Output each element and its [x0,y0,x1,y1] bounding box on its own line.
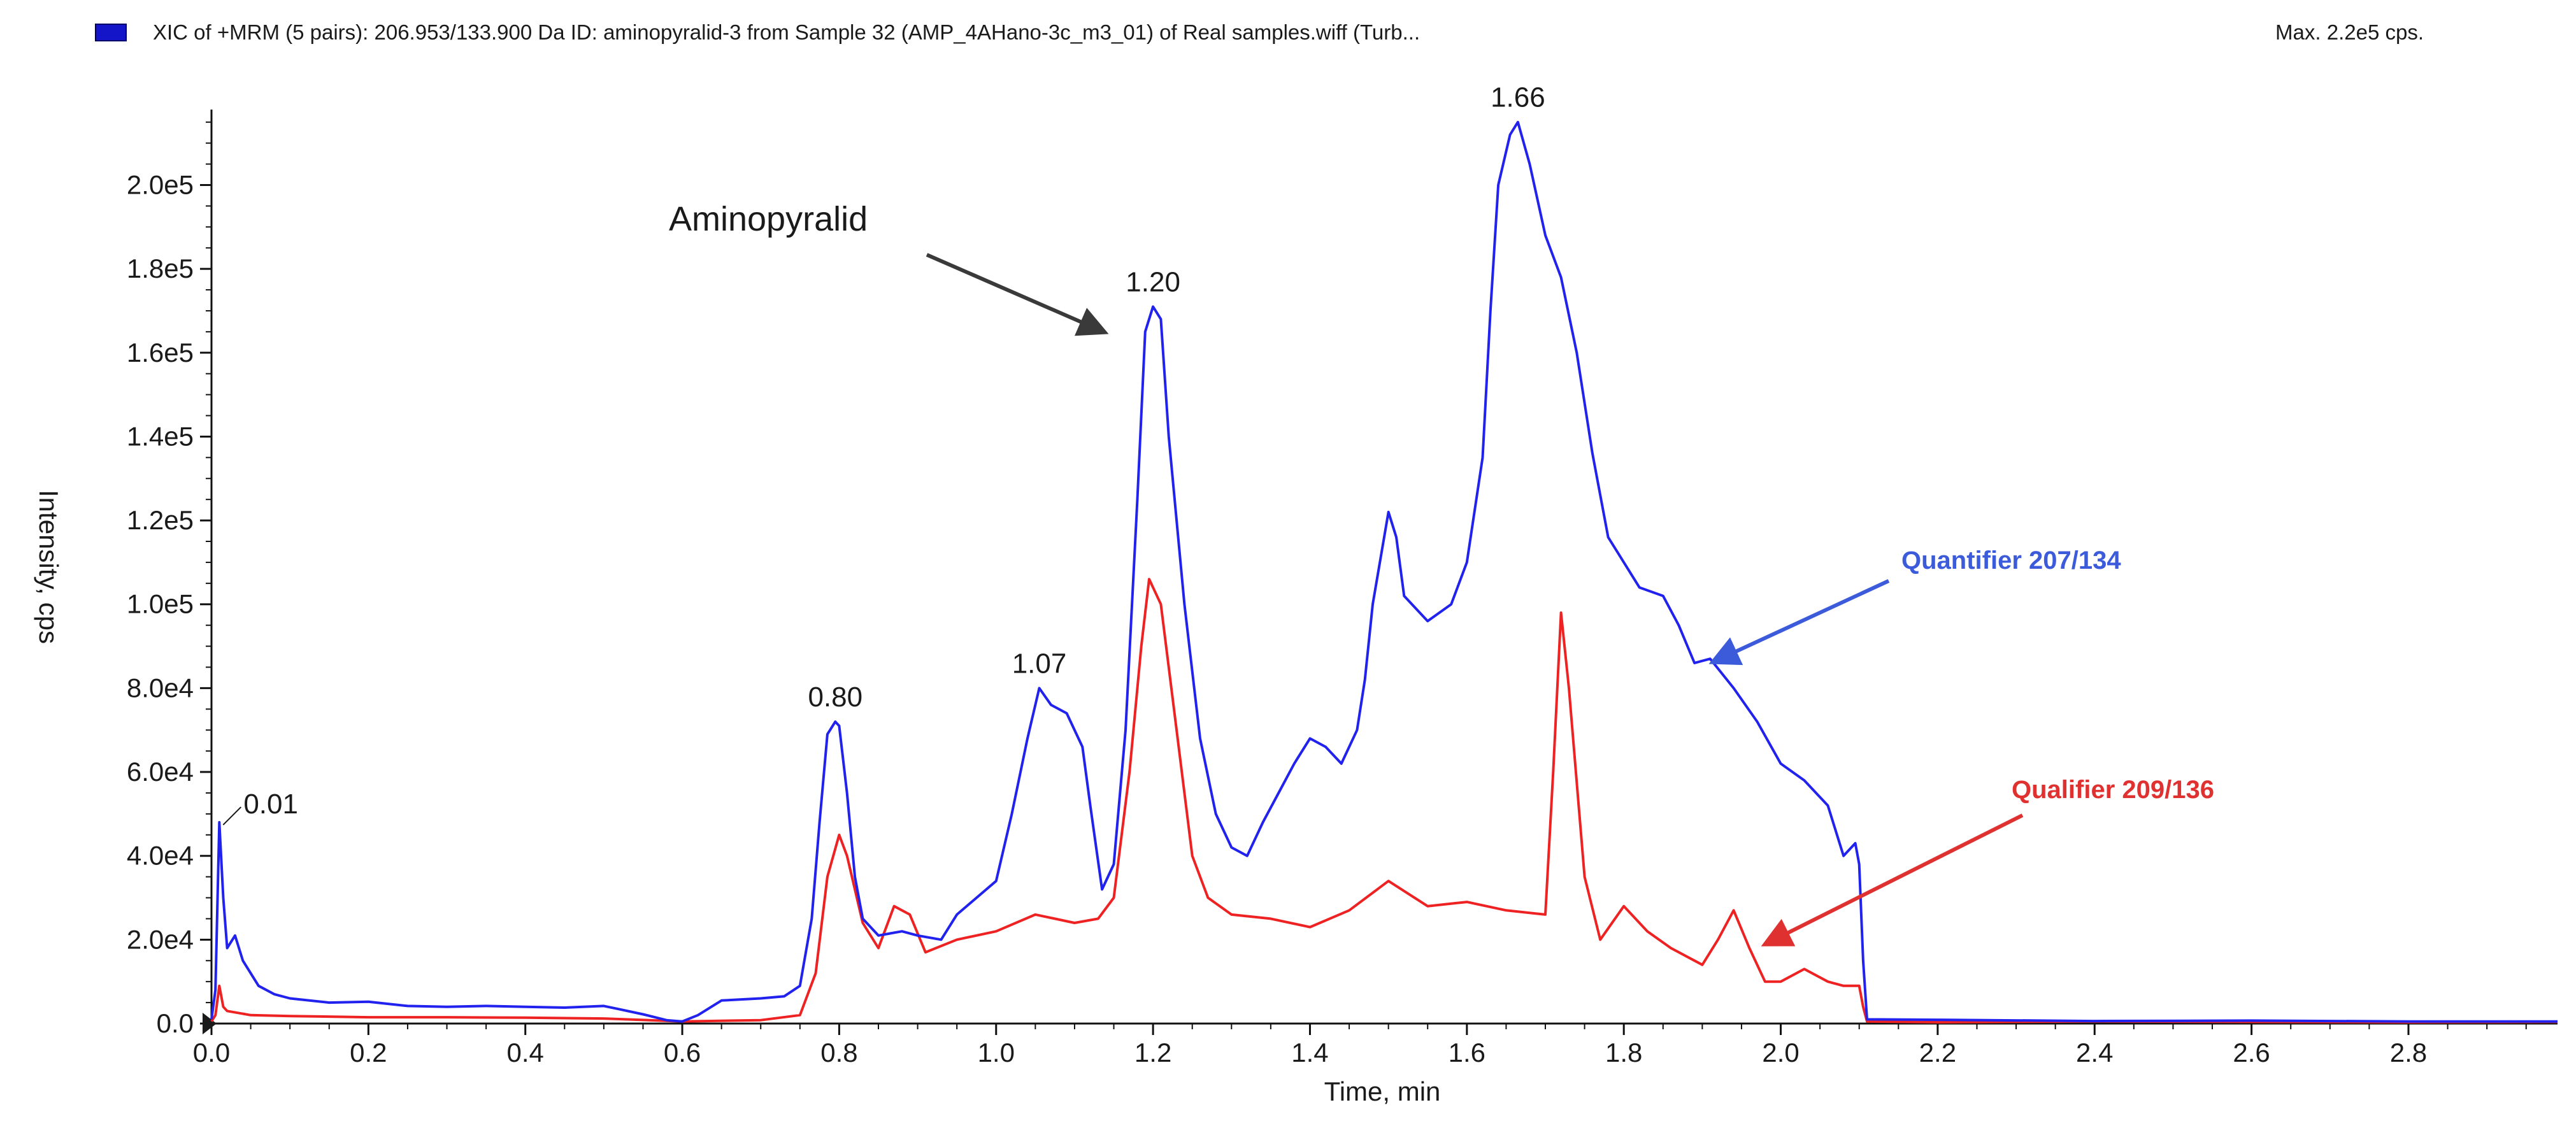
x-tick-label: 0.6 [664,1038,701,1067]
x-axis-title: Time, min [1324,1076,1441,1106]
peak-label: 0.01 [243,789,298,820]
series-quantifier-line [210,120,2558,1023]
y-tick-label: 4.0e4 [127,841,194,871]
y-tick-label: 6.0e4 [127,757,194,787]
x-tick-label: 0.2 [350,1038,387,1067]
legend-swatch [95,24,127,41]
aminopyralid-arrow [926,253,1109,336]
x-tick-label: 2.0 [1762,1038,1799,1067]
x-tick-label: 0.4 [507,1038,544,1067]
x-tick-label: 0.0 [193,1038,230,1067]
aminopyralid-annotation: Aminopyralid [669,200,868,238]
origin-marker-icon [203,1013,217,1034]
x-tick-label: 1.4 [1291,1038,1328,1067]
qualifier-annotation: Qualifier 209/136 [2012,776,2214,804]
y-tick-label: 1.8e5 [127,253,194,283]
peak-label: 1.66 [1491,82,1545,113]
chart-title: XIC of +MRM (5 pairs): 206.953/133.900 D… [153,20,1420,44]
max-intensity-label: Max. 2.2e5 cps. [2275,20,2424,44]
y-tick-label: 1.0e5 [127,589,194,619]
x-tick-label: 1.8 [1605,1038,1642,1067]
x-tick-label: 2.2 [1919,1038,1956,1067]
y-tick-label: 2.0e5 [127,169,194,199]
x-tick-label: 1.6 [1449,1038,1485,1067]
peak-label: 1.07 [1012,648,1067,679]
x-tick-label: 1.0 [978,1038,1015,1067]
peak-label-leader [222,806,242,825]
x-tick-label: 2.4 [2076,1038,2113,1067]
y-axis-title: Intensity, cps [34,490,64,644]
peak-label: 0.80 [808,682,862,713]
y-tick-label: 1.2e5 [127,505,194,535]
x-tick-label: 0.8 [820,1038,857,1067]
series-qualifier-line [210,578,2558,1024]
y-axis-ticks: 0.0 2.0e4 4.0e4 6.0e4 8.0e4 1.0e5 1.2e5 1.4e5 1.… [127,169,211,1038]
peak-label: 1.20 [1126,266,1180,297]
series-layer [210,120,2558,1024]
quantifier-annotation: Quantifier 207/134 [1901,546,2121,575]
y-tick-label: 0.0 [157,1008,194,1038]
y-tick-label: 1.4e5 [127,421,194,451]
y-tick-label: 1.6e5 [127,338,194,368]
x-axis-ticks: 0.0 0.2 0.4 0.6 0.8 1.0 1.2 1.4 1.6 1.8 2.0 2.2 2.4 2… [193,1024,2427,1067]
peak-labels: 0.01 0.80 1.07 1.20 1.66 [222,82,1545,825]
y-tick-label: 8.0e4 [127,673,194,703]
y-tick-label: 2.0e4 [127,924,194,954]
x-tick-label: 2.6 [2233,1038,2270,1067]
qualifier-arrow [1761,813,2024,946]
x-tick-label: 2.8 [2390,1038,2427,1067]
quantifier-arrow [1708,579,1890,666]
x-tick-label: 1.2 [1134,1038,1171,1067]
